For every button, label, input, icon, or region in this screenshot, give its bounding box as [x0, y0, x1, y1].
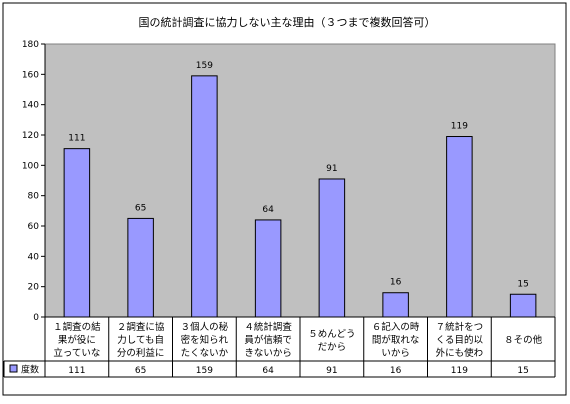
x-category-label-line: 力しても自: [117, 334, 164, 346]
x-category-label-line: きないから: [244, 348, 292, 359]
x-category-label-line: 果が役に: [58, 334, 96, 346]
x-category-label-line: ６記入の時: [372, 321, 420, 333]
bar: [446, 136, 473, 318]
bar: [509, 293, 537, 318]
table-value: 65: [135, 366, 146, 376]
x-category-label-line: 間が取れな: [372, 334, 420, 346]
x-category-label-line: ２調査に協: [117, 321, 165, 333]
x-category-label-line: いから: [381, 348, 410, 359]
x-category-label-line: 員が信頼で: [244, 334, 292, 346]
x-category-label-line: 分の利益に: [117, 347, 165, 359]
data-label: 65: [135, 203, 146, 213]
y-tick-label: 40: [28, 252, 40, 262]
data-labels: 111 65 159 64 91 16 119 15: [68, 61, 529, 289]
x-category-label-line: １調査の結: [53, 321, 101, 333]
x-category-label-line: だから: [318, 342, 347, 353]
x-category-label: ４統計調査員が信頼できないから: [244, 321, 292, 359]
x-category-label: ５めんどうだから: [308, 329, 355, 353]
x-category-label: ３個人の秘密を知られたくないか: [181, 321, 229, 359]
bar: [382, 292, 409, 318]
table-value: 91: [326, 366, 337, 376]
x-category-label-line: ３個人の秘: [181, 321, 229, 333]
y-tick-label: 100: [22, 161, 39, 171]
data-label: 91: [326, 164, 337, 174]
plot-area: [44, 43, 556, 318]
x-category-label-line: 立っていな: [53, 347, 100, 359]
y-tick-label: 160: [22, 70, 39, 80]
y-tick-label: 20: [28, 283, 40, 293]
y-tick-label: 120: [22, 131, 39, 141]
x-category-label: ６記入の時間が取れないから: [372, 321, 420, 359]
data-label: 159: [196, 61, 213, 71]
data-label: 15: [517, 279, 528, 289]
legend-swatch: [9, 364, 18, 373]
data-table: １調査の結果が役に立っていな ２調査に協力しても自分の利益に ３個人の秘密を知られた…: [3, 316, 556, 378]
x-category-label-line: たくないか: [181, 348, 229, 359]
data-label: 16: [390, 278, 402, 288]
y-tick-label: 140: [22, 101, 39, 111]
bar: [254, 219, 282, 318]
x-category-label: １調査の結果が役に立っていな: [53, 321, 101, 359]
y-tick-label: 60: [28, 222, 40, 232]
chart-title: 国の統計調査に協力しない主な理由（３つまで複数回答可）: [139, 15, 436, 29]
x-category-label-line: くる目的以: [436, 334, 484, 346]
table-value: 159: [196, 366, 213, 376]
x-category-label-line: ５めんどう: [308, 329, 355, 340]
bar: [318, 178, 346, 318]
x-category-label-line: ７統計をつ: [436, 321, 484, 333]
data-label: 119: [451, 122, 468, 132]
table-value: 15: [517, 366, 528, 376]
x-category-label: ２調査に協力しても自分の利益に: [117, 321, 165, 359]
x-category-label-line: ４統計調査: [244, 321, 292, 333]
x-category-label-line: 外にも使わ: [436, 347, 484, 359]
bar: [63, 148, 91, 318]
data-label: 111: [68, 134, 85, 144]
x-category-label-line: 密を知られ: [181, 334, 229, 346]
legend-label: 度数: [21, 364, 39, 376]
y-tick-label: 80: [28, 192, 40, 202]
table-value: 64: [262, 366, 274, 376]
y-tick-label: 0: [33, 313, 39, 323]
x-category-label: ８その他: [504, 334, 543, 346]
data-label: 64: [262, 205, 274, 215]
table-value: 119: [451, 366, 468, 376]
table-value: 16: [390, 366, 402, 376]
x-category-label: ７統計をつくる目的以外にも使わ: [436, 321, 484, 359]
y-tick-label: 180: [22, 40, 39, 50]
table-value: 111: [68, 366, 85, 376]
bar: [127, 217, 154, 318]
y-axis: 0 20 40 60 80 100 120 140 160 180: [22, 40, 46, 323]
bar: [191, 75, 218, 318]
x-category-label-line: ８その他: [504, 334, 543, 346]
